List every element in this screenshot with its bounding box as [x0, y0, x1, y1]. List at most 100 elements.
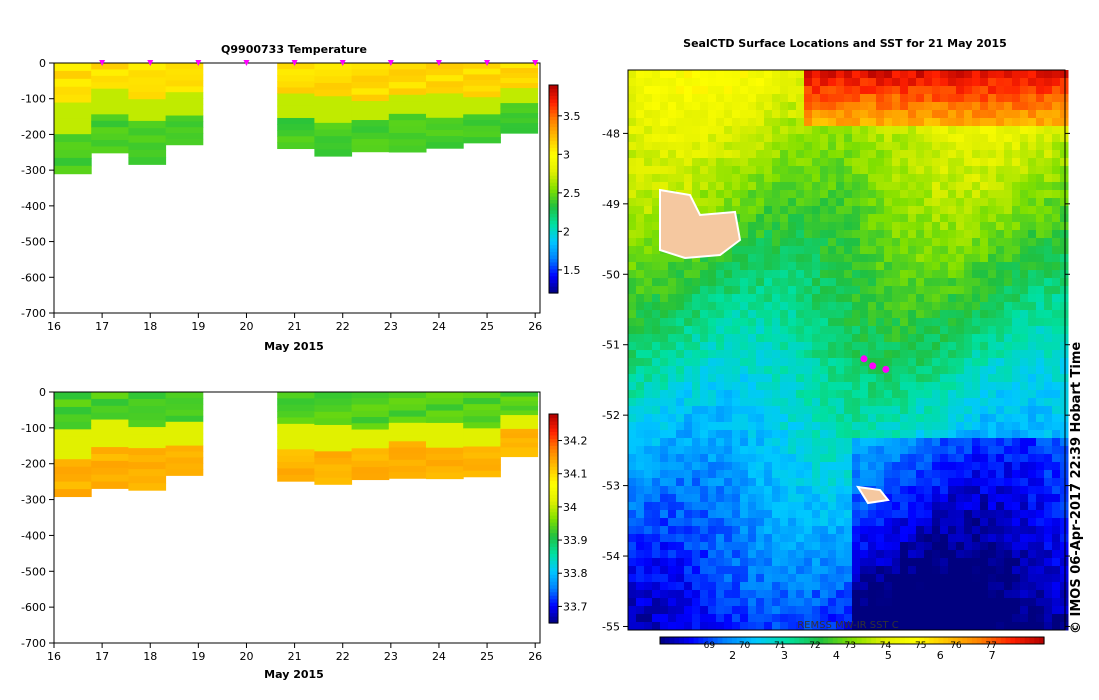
sst-cell — [980, 222, 989, 231]
section-cell — [351, 410, 390, 418]
colorbar-swatch — [549, 202, 558, 207]
sst-cell — [660, 390, 669, 399]
section-cell — [128, 63, 167, 71]
sst-cell — [820, 166, 829, 175]
sst-cell — [820, 190, 829, 199]
sst-cell — [988, 286, 997, 295]
sst-cell — [812, 70, 821, 79]
sst-cell — [1060, 422, 1069, 431]
sst-cell — [1028, 526, 1037, 535]
sst-cell — [748, 390, 757, 399]
sst-cell — [660, 486, 669, 495]
x-tick-label: 22 — [336, 650, 350, 663]
sst-cell — [956, 302, 965, 311]
colorbar-swatch — [549, 553, 558, 558]
sst-cell — [788, 542, 797, 551]
sst-cell — [956, 390, 965, 399]
sst-cell — [732, 342, 741, 351]
sst-cell — [828, 438, 837, 447]
sst-cell — [908, 278, 917, 287]
sst-cell — [900, 382, 909, 391]
sst-cell — [1004, 142, 1013, 151]
sst-cell — [796, 494, 805, 503]
sst-cell — [652, 310, 661, 319]
sst-cell — [876, 286, 885, 295]
sst-cell — [764, 534, 773, 543]
sst-cell — [772, 454, 781, 463]
sst-cell — [796, 78, 805, 87]
sst-colorbar-swatch — [770, 637, 776, 644]
sst-cell — [892, 382, 901, 391]
sst-cell — [812, 230, 821, 239]
sst-cell — [756, 622, 765, 631]
sst-cell — [868, 254, 877, 263]
sst-cell — [980, 406, 989, 415]
sst-cell — [1004, 406, 1013, 415]
sst-cell — [852, 534, 861, 543]
sst-cell — [876, 542, 885, 551]
sst-cell — [700, 166, 709, 175]
sst-cell — [772, 374, 781, 383]
sst-cell — [844, 582, 853, 591]
sst-cell — [756, 406, 765, 415]
sst-cell — [764, 302, 773, 311]
sst-cell — [852, 278, 861, 287]
section-cell — [277, 430, 315, 438]
sst-cell — [932, 358, 941, 367]
section-cell — [128, 455, 167, 463]
sst-cell — [748, 342, 757, 351]
sst-cell — [956, 454, 965, 463]
sst-cell — [748, 158, 757, 167]
sst-cell — [972, 518, 981, 527]
sst-cell — [820, 86, 829, 95]
sst-cell — [1004, 566, 1013, 575]
sst-cell — [980, 78, 989, 87]
sst-cell — [724, 574, 733, 583]
sst-cell — [692, 454, 701, 463]
sst-cell — [684, 438, 693, 447]
sst-cell — [804, 110, 813, 119]
sst-cell — [636, 326, 645, 335]
sst-cell — [628, 566, 637, 575]
sst-cell — [692, 326, 701, 335]
sst-cell — [836, 102, 845, 111]
sst-cell — [844, 542, 853, 551]
colorbar-swatch — [549, 133, 558, 138]
sst-cell — [908, 382, 917, 391]
sst-cell — [764, 166, 773, 175]
sst-cell — [652, 302, 661, 311]
sst-cell — [788, 238, 797, 247]
sst-cell — [884, 526, 893, 535]
sst-cell — [1060, 190, 1069, 199]
sst-cell — [812, 294, 821, 303]
sst-cell — [732, 574, 741, 583]
sst-cell — [692, 174, 701, 183]
y-tick-label: -500 — [21, 236, 46, 249]
sst-cell — [852, 206, 861, 215]
sst-cell — [740, 270, 749, 279]
sst-cell — [820, 174, 829, 183]
sst-cell — [868, 198, 877, 207]
sst-cell — [748, 302, 757, 311]
sst-cell — [724, 478, 733, 487]
sst-colorbar-swatch — [688, 637, 695, 644]
sst-cell — [1004, 70, 1013, 79]
sst-cell — [988, 254, 997, 263]
sst-cell — [796, 502, 805, 511]
sst-cell — [628, 518, 637, 527]
sst-cell — [996, 198, 1005, 207]
sst-cell — [740, 94, 749, 103]
sst-cell — [812, 126, 821, 135]
sst-cell — [668, 350, 677, 359]
sst-cell — [972, 238, 981, 247]
sst-cell — [676, 566, 685, 575]
sst-cell — [1060, 478, 1069, 487]
sst-cell — [980, 182, 989, 191]
sst-cell — [964, 286, 973, 295]
sst-cell — [700, 398, 709, 407]
sst-cell — [1052, 86, 1061, 95]
sst-cell — [1004, 446, 1013, 455]
sst-cell — [708, 310, 717, 319]
sst-cell — [708, 606, 717, 615]
x-tick-label: 25 — [480, 650, 494, 663]
